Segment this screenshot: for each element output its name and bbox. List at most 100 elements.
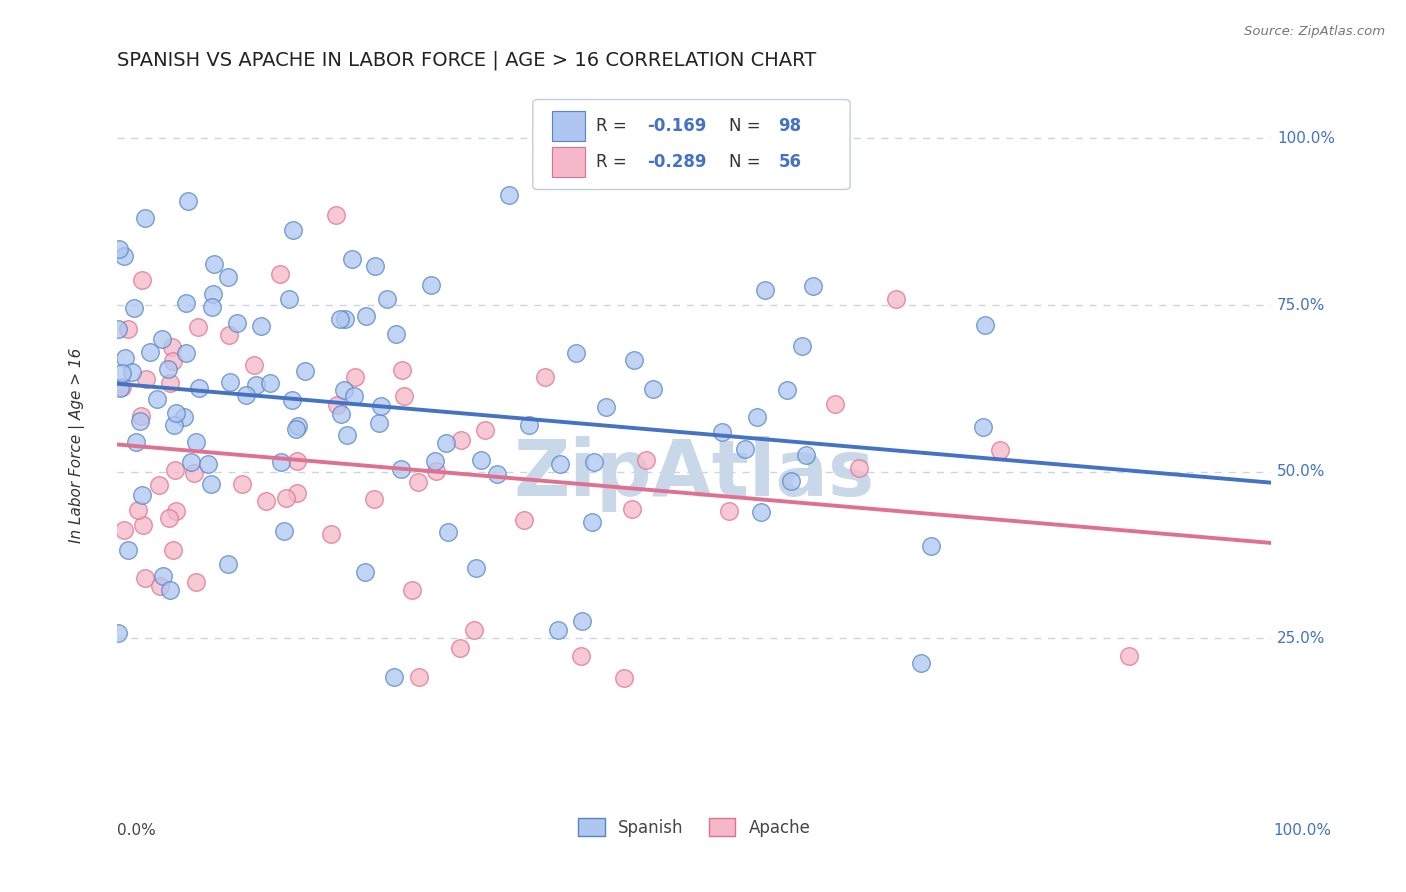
Point xyxy=(177,194,200,208)
Point xyxy=(132,517,155,532)
Point xyxy=(498,187,520,202)
Point xyxy=(401,582,423,597)
Point xyxy=(547,624,569,638)
Text: In Labor Force | Age > 16: In Labor Force | Age > 16 xyxy=(69,347,84,542)
Point xyxy=(1118,648,1140,663)
Point xyxy=(326,397,349,411)
Point xyxy=(134,211,156,225)
Point xyxy=(779,474,801,488)
Point xyxy=(269,267,291,281)
Point xyxy=(325,207,347,221)
Point xyxy=(548,457,571,471)
Point xyxy=(465,561,488,575)
Point xyxy=(385,326,408,341)
Text: Source: ZipAtlas.com: Source: ZipAtlas.com xyxy=(1244,25,1385,38)
Point xyxy=(613,672,636,686)
Text: 75.0%: 75.0% xyxy=(1277,298,1326,312)
Point xyxy=(354,309,377,323)
Point xyxy=(243,358,266,372)
Point xyxy=(340,252,363,266)
Point xyxy=(173,410,195,425)
Point xyxy=(533,370,555,384)
Point xyxy=(353,565,375,579)
Point xyxy=(122,301,145,316)
Point xyxy=(162,354,184,368)
Point xyxy=(343,369,366,384)
Point xyxy=(285,486,308,500)
Point xyxy=(108,242,131,256)
Point xyxy=(450,433,472,447)
Point xyxy=(110,380,132,394)
Point xyxy=(273,524,295,538)
Point xyxy=(117,322,139,336)
Point xyxy=(776,383,799,397)
Point xyxy=(425,464,447,478)
Point xyxy=(330,407,353,421)
Point xyxy=(129,409,152,424)
Point xyxy=(276,491,298,505)
Point xyxy=(217,557,239,571)
Point xyxy=(250,318,273,333)
Text: 100.0%: 100.0% xyxy=(1274,823,1331,838)
Point xyxy=(754,283,776,297)
Point xyxy=(165,406,187,420)
Point xyxy=(824,397,846,411)
Point xyxy=(370,399,392,413)
Point xyxy=(283,223,305,237)
FancyBboxPatch shape xyxy=(553,111,585,141)
Point xyxy=(150,331,173,345)
Point xyxy=(974,318,997,332)
Point xyxy=(160,340,183,354)
Point xyxy=(112,249,135,263)
Point xyxy=(256,493,278,508)
Point xyxy=(406,475,429,489)
Text: R =: R = xyxy=(596,153,633,171)
Point xyxy=(128,414,150,428)
Text: SPANISH VS APACHE IN LABOR FORCE | AGE > 16 CORRELATION CHART: SPANISH VS APACHE IN LABOR FORCE | AGE >… xyxy=(117,51,817,70)
Point xyxy=(163,418,186,433)
Point xyxy=(166,504,188,518)
Point xyxy=(367,416,389,430)
Text: R =: R = xyxy=(596,117,633,136)
Point xyxy=(486,467,509,481)
Point xyxy=(294,364,316,378)
Point xyxy=(202,258,225,272)
Text: N =: N = xyxy=(728,153,766,171)
Point xyxy=(990,443,1012,458)
Point xyxy=(149,579,172,593)
Point xyxy=(197,457,219,471)
Point xyxy=(188,381,211,395)
Point xyxy=(408,670,430,684)
Point xyxy=(392,388,415,402)
Text: -0.289: -0.289 xyxy=(647,153,707,171)
Text: 100.0%: 100.0% xyxy=(1277,131,1336,146)
Point xyxy=(134,571,156,585)
Point xyxy=(180,455,202,469)
Point xyxy=(270,455,292,469)
Point xyxy=(474,423,496,437)
Text: 0.0%: 0.0% xyxy=(117,823,156,838)
Point xyxy=(157,362,180,376)
Point xyxy=(336,428,359,442)
Point xyxy=(437,524,460,539)
Point xyxy=(277,292,299,306)
Point xyxy=(163,462,186,476)
Point xyxy=(200,477,222,491)
Point xyxy=(174,295,197,310)
Point xyxy=(636,453,658,467)
Point xyxy=(792,339,814,353)
Point xyxy=(803,279,825,293)
Text: N =: N = xyxy=(728,117,766,136)
Point xyxy=(363,491,385,506)
Point xyxy=(111,380,134,394)
Point xyxy=(972,420,994,434)
Point xyxy=(641,382,664,396)
Point xyxy=(281,393,304,408)
Point xyxy=(217,269,239,284)
Point xyxy=(287,419,309,434)
Text: 25.0%: 25.0% xyxy=(1277,631,1326,646)
Point xyxy=(329,312,352,326)
Point xyxy=(565,345,588,359)
Point xyxy=(513,513,536,527)
Point xyxy=(595,400,617,414)
